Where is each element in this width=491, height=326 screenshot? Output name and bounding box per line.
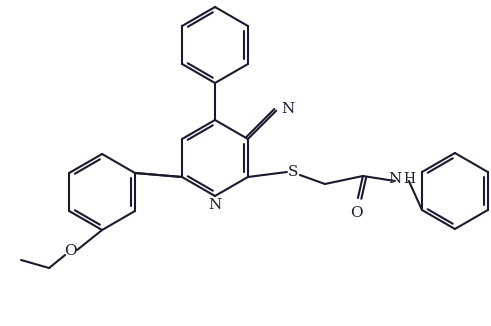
Text: H: H: [403, 172, 415, 186]
Text: O: O: [64, 244, 77, 258]
Text: N: N: [281, 102, 295, 116]
Text: N: N: [388, 172, 402, 186]
Text: O: O: [351, 206, 363, 220]
Text: N: N: [208, 198, 221, 212]
Text: S: S: [288, 165, 298, 179]
